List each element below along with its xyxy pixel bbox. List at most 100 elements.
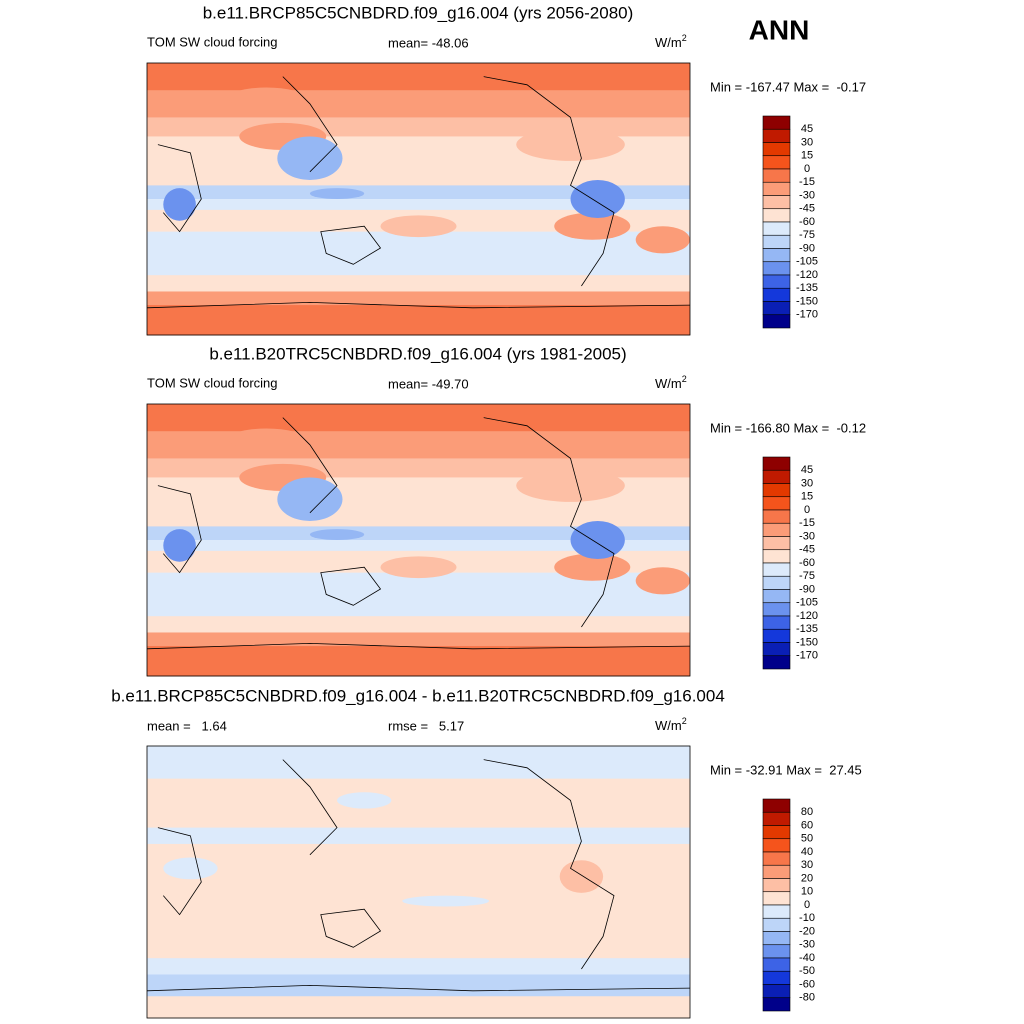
colorbar-label: -20 [799,925,815,937]
colorbar-label: 30 [801,477,813,489]
coastline [483,76,615,287]
colorbar-label: -120 [796,610,818,622]
coastline [282,417,338,514]
field-feature [380,215,457,238]
colorbar-box [762,997,791,1012]
variable-label: TOM SW cloud forcing [147,34,278,49]
colorbar-label: -135 [796,282,818,294]
colorbar-box [762,115,791,130]
colorbar-label: 10 [801,886,813,898]
colorbar-box [762,314,791,329]
colorbar-box [762,287,791,302]
field-band [147,974,690,997]
colorbar-box [762,825,791,840]
units-text: W/m [655,718,682,733]
colorbar-box [762,878,791,893]
colorbar-box [762,234,791,249]
field-feature [635,567,690,595]
field-feature [516,128,625,161]
colorbar-box [762,168,791,183]
colorbar-label: -90 [799,583,815,595]
colorbar-box [762,128,791,143]
colorbar-label: -170 [796,650,818,662]
colorbar-box [762,917,791,932]
field-feature [277,136,343,180]
coastline [320,908,382,948]
colorbar-label: 80 [801,806,813,818]
field-band [147,632,690,647]
field-band [147,996,690,1019]
colorbar-label: -60 [799,978,815,990]
colorbar-box [762,195,791,210]
colorbar-box [762,496,791,511]
colorbar-box [762,864,791,879]
colorbar-label: -105 [796,597,818,609]
colorbar-label: -45 [799,544,815,556]
colorbar-box [762,509,791,524]
field-band [147,827,690,845]
coastline [320,566,382,606]
colorbar-label: -150 [796,636,818,648]
colorbar-label: 45 [801,123,813,135]
colorbar-box [762,301,791,316]
colorbar-label: -90 [799,242,815,254]
colorbar-box [762,522,791,537]
colorbar-label: -75 [799,570,815,582]
field-band [147,90,690,118]
colorbar-label: -120 [796,269,818,281]
field-feature [309,188,365,199]
map-frame [146,745,691,1019]
colorbar-box [762,891,791,906]
coastline [282,76,338,173]
colorbar-label: -150 [796,295,818,307]
units-superscript: 2 [682,716,687,726]
field-band [147,746,690,780]
colorbar-box [762,655,791,670]
colorbar-box [762,155,791,170]
colorbar-label: -80 [799,992,815,1004]
colorbar-label: -10 [799,912,815,924]
map [146,62,691,336]
field-feature [309,529,365,540]
coastline [146,301,691,309]
colorbar-box [762,221,791,236]
colorbar-label: 60 [801,819,813,831]
colorbar-box [762,904,791,919]
colorbar-box [762,208,791,223]
colorbar-box [762,642,791,657]
colorbar-label: -30 [799,189,815,201]
coastline [146,642,691,650]
coastline [282,759,338,856]
field-band [147,63,690,91]
coastline [320,225,382,265]
mean-label: mean= -48.06 [388,35,469,50]
min-max-label: Min = -32.91 Max = 27.45 [710,762,862,777]
colorbar-label: -40 [799,952,815,964]
field-band [147,291,690,306]
colorbar-box [762,483,791,498]
colorbar-label: -60 [799,557,815,569]
units-label: W/m2 [655,716,687,733]
colorbar-box [762,838,791,853]
map-frame [146,62,691,336]
rmse-label: rmse = 5.17 [388,718,464,733]
colorbar-box [762,469,791,484]
field-feature [163,188,196,221]
colorbar-label: -30 [799,530,815,542]
min-max-label: Min = -166.80 Max = -0.12 [710,420,866,435]
colorbar-box [762,851,791,866]
units-superscript: 2 [682,33,687,43]
field-band [147,431,690,459]
colorbar-box [762,798,791,813]
colorbar-label: 15 [801,150,813,162]
coastline [157,827,202,916]
colorbar-label: 30 [801,136,813,148]
colorbar-box [762,944,791,959]
panel-title: b.e11.BRCP85C5CNBDRD.f09_g16.004 - b.e11… [111,686,725,705]
field-feature [402,895,490,907]
colorbar-label: 20 [801,872,813,884]
colorbar-box [762,628,791,643]
panel-title: b.e11.B20TRC5CNBDRD.f09_g16.004 (yrs 198… [209,344,626,363]
colorbar-label: -170 [796,309,818,321]
